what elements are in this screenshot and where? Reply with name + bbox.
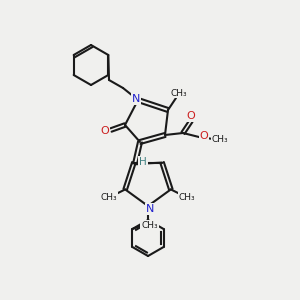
- Text: H: H: [139, 157, 147, 167]
- Text: O: O: [200, 131, 208, 141]
- Text: O: O: [187, 111, 195, 121]
- Text: CH₃: CH₃: [212, 134, 228, 143]
- Text: CH₃: CH₃: [101, 193, 118, 202]
- Text: CH₃: CH₃: [178, 193, 195, 202]
- Text: CH₃: CH₃: [171, 88, 187, 98]
- Text: N: N: [132, 94, 140, 104]
- Text: CH₃: CH₃: [141, 220, 158, 230]
- Text: N: N: [146, 204, 154, 214]
- Text: O: O: [100, 126, 109, 136]
